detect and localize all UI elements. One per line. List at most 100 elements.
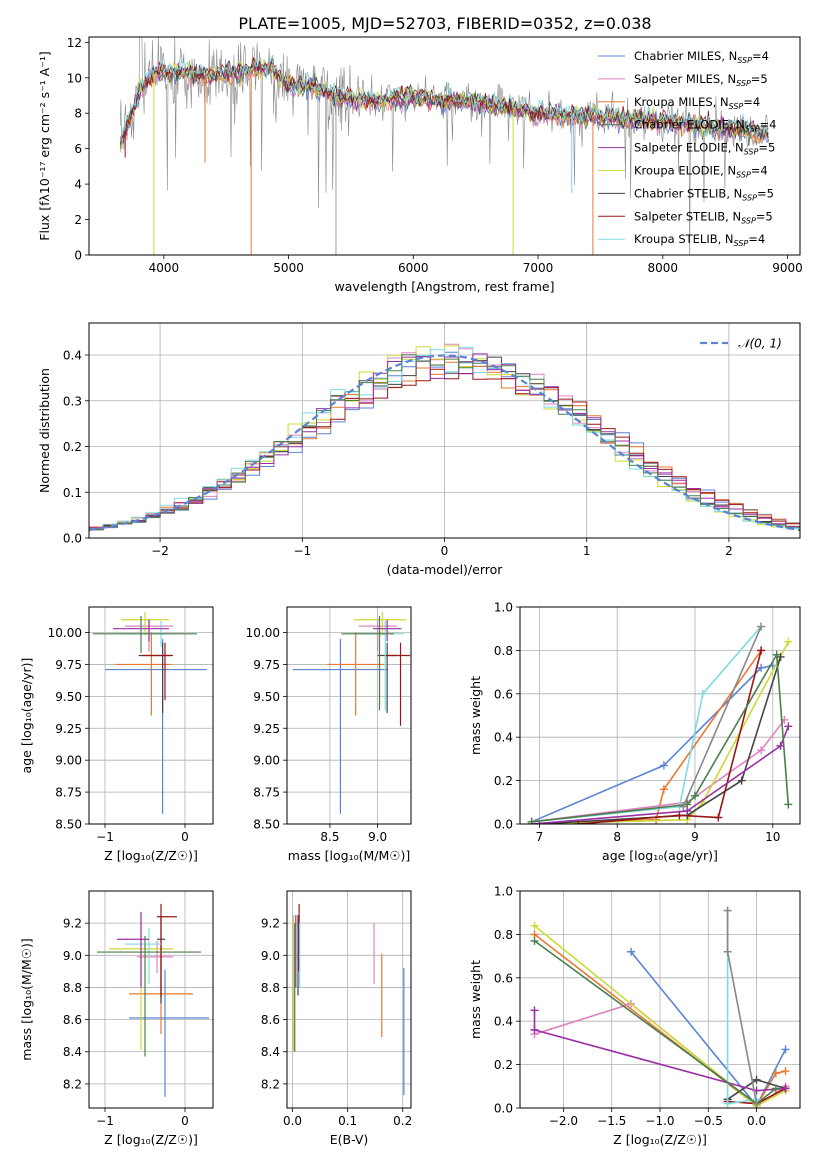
panel-residuals: −2 −1 0 1 2 0.0 0.1 0.2 0.3 0.4 (data-model)/error… [37,322,801,577]
y-tick-label: 0.4 [63,349,82,363]
weight-marker [757,663,766,672]
x-tick-label: 0.0 [283,1114,302,1128]
y-tick-label: 6 [74,142,82,156]
x-tick-label: 9 [691,830,699,844]
weight-marker [752,1075,761,1084]
weight-marker [691,791,699,800]
weight-marker [784,800,793,809]
weight-marker [574,820,583,824]
y-tick-label: 9.2 [261,917,280,931]
y-tick-label: 9.50 [55,690,82,704]
weight-marker [698,689,707,698]
x-tick-label: −1 [96,830,114,844]
weight-marker [527,817,536,824]
weight-line [533,1010,786,1092]
y-tick-label: 8.4 [261,1045,280,1059]
weight-marker [675,811,684,820]
y-tick-label: 0 [74,249,82,263]
y-tick-label: 0.1 [63,486,82,500]
y-axis-label: mass weight [468,960,483,1039]
y-tick-label: 9.25 [253,722,280,736]
y-tick-label: 4 [74,178,82,192]
x-axis-label: age [log₁₀(age/yr)] [602,848,718,863]
x-tick-label: −2 [151,544,169,558]
y-tick-label: 8.8 [63,981,82,995]
weight-marker [784,722,793,731]
plot-area [530,906,790,1108]
y-tick-label: 9.0 [261,949,280,963]
y-tick-label: 8.75 [253,786,280,800]
weight-marker [530,921,539,930]
y-tick-label: 8.50 [55,818,82,832]
y-axis-label: mass [log₁₀(M/M☉)] [19,938,34,1060]
x-tick-label: −1.0 [645,1114,674,1128]
panel-weight_vs_age: 7 8 9 10 0.0 0.2 0.4 0.6 0.8 1.0 age [log₁₀(age/yr… [468,601,801,863]
y-tick-label: 8.8 [261,981,280,995]
x-axis-label: Z [log₁₀(Z/Z☉)] [613,1132,707,1147]
x-axis-label: E(B-V) [330,1132,369,1147]
axes-frame [286,890,412,1109]
panel-spectrum: 4000 5000 6000 7000 8000 9000 0 2 4 6 8 10 12 wavelen… [37,36,803,294]
y-tick-label: 0.2 [494,774,513,788]
y-tick-label: 8.6 [261,1013,280,1027]
y-tick-label: 12 [67,36,82,50]
y-tick-label: 0.6 [494,687,513,701]
axes-frame [88,36,801,256]
y-tick-label: 8.2 [63,1077,82,1091]
normal-legend-label: 𝒩(0, 1) [738,337,782,351]
y-tick-label: 0.4 [494,1015,513,1029]
weight-line [531,641,790,824]
x-tick-label: 7000 [523,261,554,275]
y-tick-label: 0.0 [63,532,82,546]
histogram-step [89,354,800,531]
x-tick-label: −1 [293,544,311,558]
x-axis-label: mass [log₁₀(M/M☉)] [288,848,410,863]
panel-mass_vs_ebv: 0.0 0.1 0.2 8.2 8.4 8.6 8.8 9.0 9.2 E(B-V) [261,890,412,1147]
y-tick-label: 0.3 [63,394,82,408]
x-axis-label: (data-model)/error [387,562,504,577]
legend-entry: Salpeter ELODIE, NSSP=5 [634,141,775,157]
normal-reference-curve [89,354,800,532]
y-tick-label: 10.00 [48,626,82,640]
weight-marker [757,646,766,655]
x-tick-label: 8 [613,830,621,844]
weight-line [531,664,773,823]
figure-panels: 4000 5000 6000 7000 8000 9000024681012wavelen… [19,36,803,1147]
x-tick-label: 0 [441,544,449,558]
axes-frame [88,606,214,825]
weight-line [578,650,762,824]
figure-title: PLATE=1005, MJD=52703, FIBERID=0352, z=0… [238,14,651,33]
x-tick-label: −1.5 [597,1114,626,1128]
weight-marker [723,947,732,956]
weight-marker [530,1025,539,1034]
x-tick-label: 0 [181,830,189,844]
y-tick-label: 0.8 [494,928,513,942]
weight-marker [723,906,732,915]
panel-age_vs_z: −1 0 8.50 8.75 9.00 9.25 9.50 9.75 10.00 Z [log₁₀… [19,606,214,863]
x-axis-label: Z [log₁₀(Z/Z☉)] [104,848,198,863]
y-tick-label: 0.8 [494,644,513,658]
spectrum-legend: Chabrier MILES, NSSP=4 Salpeter MILES, NS… [598,49,776,248]
y-tick-label: 0.4 [494,731,513,745]
plot-area [119,37,769,255]
x-tick-label: 2 [725,544,733,558]
y-tick-label: 0.0 [494,1102,513,1116]
weight-marker [757,746,766,755]
x-tick-label: 8000 [648,261,679,275]
panel-weight_vs_z: −2.0 −1.5 −1.0 −0.5 0.0 0.0 0.2 0.4 0.6 0.8 1.0 Z [… [468,885,801,1147]
x-tick-label: 1 [583,544,591,558]
x-tick-label: 0.1 [338,1114,357,1128]
weight-marker [757,622,766,631]
weight-line [531,719,786,823]
weight-marker [737,776,746,785]
plot-area [292,612,411,814]
weight-marker [771,1069,780,1078]
legend-entry: Salpeter MILES, NSSP=5 [634,72,768,88]
plot-area [93,612,207,814]
weight-marker [784,637,793,646]
weight-marker [771,1084,780,1093]
y-tick-label: 0.0 [494,818,513,832]
x-tick-label: −2.0 [549,1114,578,1128]
y-tick-label: 8 [74,107,82,121]
